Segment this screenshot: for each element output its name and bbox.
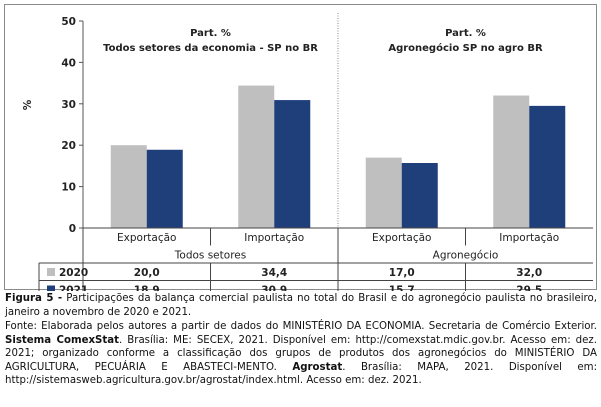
data-label-2020: 20,0: [134, 267, 160, 279]
source-comexstat: Sistema ComexStat: [5, 334, 120, 346]
data-label-2020: 17,0: [389, 267, 415, 279]
y-tick-label: 30: [61, 99, 76, 111]
figure-label: Figura 5 -: [5, 293, 63, 304]
legend-swatch-2021: [47, 285, 55, 294]
y-tick-label: 10: [61, 182, 76, 194]
category-label: Importação: [244, 232, 304, 244]
y-tick-label: 20: [61, 140, 76, 152]
source-agrostat: Agrostat: [292, 361, 343, 373]
data-label-2021: 29,5: [516, 285, 542, 292]
legend-label-2021: 2021: [59, 285, 88, 292]
source-text-3: . Brasília: MAPA, 2021. Disponível em: h…: [5, 361, 598, 387]
chart-frame: 0 10 20 30 40 50% Part. % Todos setores da econ…: [4, 4, 597, 298]
category-label: Importação: [499, 232, 559, 244]
group-header-line1: Part. %: [190, 28, 231, 39]
y-tick-label: 50: [61, 16, 76, 28]
bar-2020: [365, 157, 402, 228]
category-label: Exportação: [372, 232, 431, 244]
y-axis-title: %: [22, 99, 34, 110]
bar-2021: [274, 100, 311, 228]
data-label-2021: 15,7: [389, 285, 415, 292]
figure-caption-text: Participações da balança comercial pauli…: [5, 293, 597, 318]
group-header-line2: Todos setores da economia - SP no BR: [103, 43, 318, 54]
group-header-line1: Part. %: [445, 28, 486, 39]
data-label-2021: 30,9: [261, 285, 287, 292]
bar-2021: [401, 163, 438, 228]
source-text-1: Fonte: Elaborada pelos autores a partir …: [5, 321, 597, 332]
bar-2020: [110, 145, 147, 228]
bar-2020: [493, 95, 530, 229]
category-label: Exportação: [117, 232, 176, 244]
y-tick-label: 40: [61, 57, 76, 69]
data-label-2020: 34,4: [261, 267, 287, 279]
group-label: Todos setores: [174, 250, 246, 262]
legend-swatch-2020: [47, 268, 55, 276]
bar-2021: [529, 105, 566, 228]
source-text-2: . Brasília: ME: SECEX, 2021. Disponível …: [5, 334, 597, 373]
legend-label-2020: 2020: [59, 267, 88, 279]
data-label-2020: 32,0: [516, 267, 542, 279]
data-label-2021: 18,9: [134, 285, 160, 292]
group-header-line2: Agronegócio SP no agro BR: [388, 42, 543, 54]
bar-2020: [238, 85, 275, 228]
figure-caption: Figura 5 - Participações da balança come…: [5, 292, 597, 319]
group-label: Agronegócio: [433, 250, 499, 262]
bar-2021: [146, 149, 183, 228]
y-tick-label: 0: [69, 223, 76, 235]
source-note: Fonte: Elaborada pelos autores a partir …: [5, 320, 597, 388]
bar-chart: 0 10 20 30 40 50% Part. % Todos setores da econ…: [22, 13, 593, 298]
